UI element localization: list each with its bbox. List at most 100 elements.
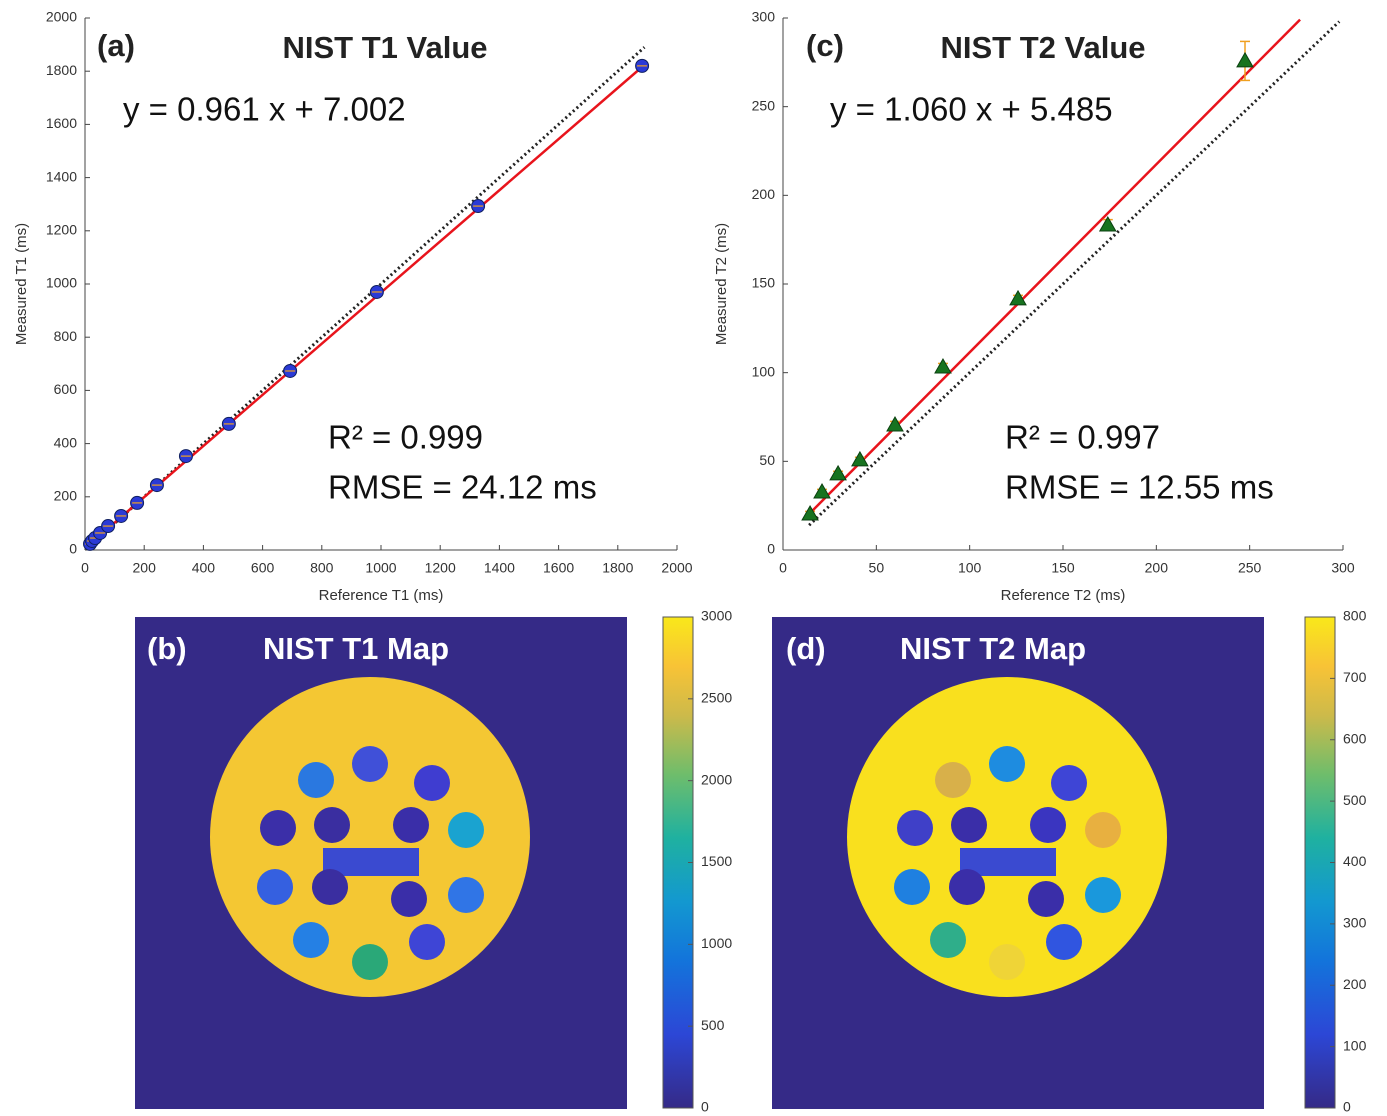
x-tick-label: 100 <box>958 560 982 576</box>
x-tick-label: 150 <box>1051 560 1075 576</box>
y-tick-label: 600 <box>54 381 78 397</box>
colorbar-tick-label: 400 <box>1343 853 1367 869</box>
phantom-vial <box>1085 812 1121 848</box>
y-axis-label: Measured T2 (ms) <box>713 223 730 345</box>
chart-title: NIST T2 Value <box>940 30 1145 65</box>
colorbar-tick-label: 200 <box>1343 976 1367 992</box>
phantom-vial <box>257 869 293 905</box>
phantom-vial <box>1051 765 1087 801</box>
y-tick-label: 400 <box>54 434 78 450</box>
x-tick-label: 300 <box>1331 560 1355 576</box>
y-tick-label: 800 <box>54 328 78 344</box>
x-tick-label: 2000 <box>661 560 692 576</box>
point <box>935 359 951 373</box>
y-tick-label: 1200 <box>46 222 77 238</box>
phantom-vial <box>1085 877 1121 913</box>
colorbar-tick-label: 2000 <box>701 771 732 787</box>
x-tick-label: 0 <box>81 560 89 576</box>
x-tick-label: 250 <box>1238 560 1262 576</box>
phantom-vial <box>352 944 388 980</box>
phantom-vial <box>312 869 348 905</box>
phantom-vial <box>314 807 350 843</box>
phantom-vial <box>894 869 930 905</box>
phantom-vial <box>391 881 427 917</box>
x-tick-label: 1000 <box>365 560 396 576</box>
figure: 0200400600800100012001400160018002000020… <box>0 0 1387 1116</box>
x-tick-label: 400 <box>192 560 216 576</box>
map-title: NIST T2 Map <box>900 631 1086 666</box>
y-tick-label: 1000 <box>46 275 77 291</box>
colorbar-tick-label: 500 <box>1343 792 1367 808</box>
phantom-vial <box>414 765 450 801</box>
phantom-vial <box>260 810 296 846</box>
annotation: RMSE = 24.12 ms <box>328 469 597 506</box>
x-tick-label: 1800 <box>602 560 633 576</box>
x-tick-label: 200 <box>133 560 157 576</box>
y-tick-label: 0 <box>69 541 77 557</box>
y-tick-label: 200 <box>752 186 776 202</box>
y-tick-label: 2000 <box>46 9 77 25</box>
point <box>887 417 903 431</box>
phantom-vial <box>930 922 966 958</box>
annotation: y = 1.060 x + 5.485 <box>830 91 1113 128</box>
phantom-vial <box>352 746 388 782</box>
point <box>830 466 846 480</box>
panel-label: (d) <box>786 631 826 666</box>
x-tick-label: 50 <box>869 560 885 576</box>
phantom-vial <box>897 810 933 846</box>
colorbar-tick-label: 2500 <box>701 690 732 706</box>
x-axis-label: Reference T2 (ms) <box>1001 587 1126 604</box>
annotation: R² = 0.997 <box>1005 419 1160 456</box>
annotation: RMSE = 12.55 ms <box>1005 469 1274 506</box>
x-tick-label: 1400 <box>484 560 515 576</box>
x-axis-label: Reference T1 (ms) <box>319 587 444 604</box>
x-tick-label: 1600 <box>543 560 574 576</box>
phantom-vial <box>989 944 1025 980</box>
phantom-vial <box>989 746 1025 782</box>
x-tick-label: 800 <box>310 560 334 576</box>
annotation: y = 0.961 x + 7.002 <box>123 91 406 128</box>
x-tick-label: 0 <box>779 560 787 576</box>
colorbar-tick-label: 1500 <box>701 853 732 869</box>
y-tick-label: 150 <box>752 275 776 291</box>
colorbar-tick-label: 300 <box>1343 915 1367 931</box>
panel-label: (b) <box>147 631 187 666</box>
phantom-vial <box>949 869 985 905</box>
y-tick-label: 1800 <box>46 62 77 78</box>
y-tick-label: 50 <box>759 452 775 468</box>
y-tick-label: 300 <box>752 9 776 25</box>
phantom-vial <box>448 877 484 913</box>
phantom-vial <box>1028 881 1064 917</box>
colorbar-tick-label: 800 <box>1343 608 1367 624</box>
phantom-vial <box>298 762 334 798</box>
annotation: R² = 0.999 <box>328 419 483 456</box>
colorbar-tick-label: 3000 <box>701 608 732 624</box>
phantom-vial <box>293 922 329 958</box>
colorbar-tick-label: 1000 <box>701 935 732 951</box>
point <box>814 484 830 498</box>
colorbar-tick-label: 0 <box>1343 1099 1351 1115</box>
colorbar-tick-label: 100 <box>1343 1037 1367 1053</box>
phantom-vial <box>1030 807 1066 843</box>
phantom-vial <box>951 807 987 843</box>
phantom-vial <box>393 807 429 843</box>
y-tick-label: 200 <box>54 488 78 504</box>
x-tick-label: 200 <box>1145 560 1169 576</box>
colorbar-tick-label: 500 <box>701 1017 725 1033</box>
y-tick-label: 0 <box>767 541 775 557</box>
chart-title: NIST T1 Value <box>282 30 487 65</box>
phantom-vial <box>935 762 971 798</box>
colorbar-tick-label: 0 <box>701 1099 709 1115</box>
colorbar-tick-label: 600 <box>1343 730 1367 746</box>
y-axis-label: Measured T1 (ms) <box>13 223 30 345</box>
phantom-vial <box>1046 924 1082 960</box>
panel-label: (a) <box>97 28 135 63</box>
phantom-vial <box>448 812 484 848</box>
y-tick-label: 100 <box>752 363 776 379</box>
phantom-vial <box>409 924 445 960</box>
x-tick-label: 600 <box>251 560 275 576</box>
colorbar-tick-label: 700 <box>1343 669 1367 685</box>
map-title: NIST T1 Map <box>263 631 449 666</box>
point <box>1237 53 1253 67</box>
panel-label: (c) <box>806 28 844 63</box>
